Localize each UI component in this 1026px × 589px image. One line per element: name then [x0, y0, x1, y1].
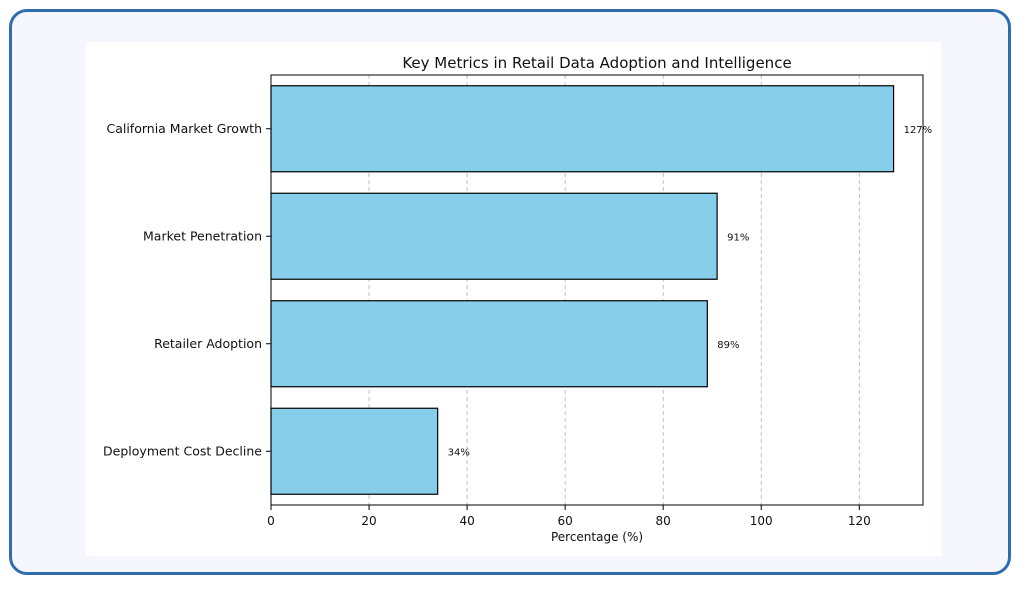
x-axis-ticks: 0 20 40 60 80 100 120	[267, 505, 871, 528]
bar	[270, 300, 708, 388]
bar	[270, 192, 718, 280]
x-tick-label: 60	[557, 514, 572, 528]
bar	[270, 407, 439, 495]
x-tick-label: 80	[656, 514, 671, 528]
category-label: Deployment Cost Decline	[103, 443, 262, 458]
category-label: California Market Growth	[106, 121, 262, 136]
x-tick-label: 120	[848, 514, 871, 528]
bar-value-label: 127%	[904, 125, 933, 136]
x-tick-label: 40	[459, 514, 474, 528]
x-tick-label: 100	[750, 514, 773, 528]
value-labels: 127% 91% 89% 34%	[448, 125, 933, 459]
bar-value-label: 34%	[448, 447, 470, 458]
x-tick-label: 0	[267, 514, 275, 528]
category-labels: California Market Growth Market Penetrati…	[103, 121, 271, 458]
x-tick-label: 20	[361, 514, 376, 528]
chart-title: Key Metrics in Retail Data Adoption and …	[402, 54, 791, 72]
bar-value-label: 91%	[727, 232, 749, 243]
category-label: Retailer Adoption	[154, 336, 262, 351]
bar-value-label: 89%	[717, 340, 739, 351]
bars	[270, 85, 895, 495]
x-axis-label: Percentage (%)	[551, 530, 643, 544]
bar	[270, 85, 895, 173]
category-label: Market Penetration	[143, 228, 262, 243]
plot-area-border	[270, 74, 924, 506]
